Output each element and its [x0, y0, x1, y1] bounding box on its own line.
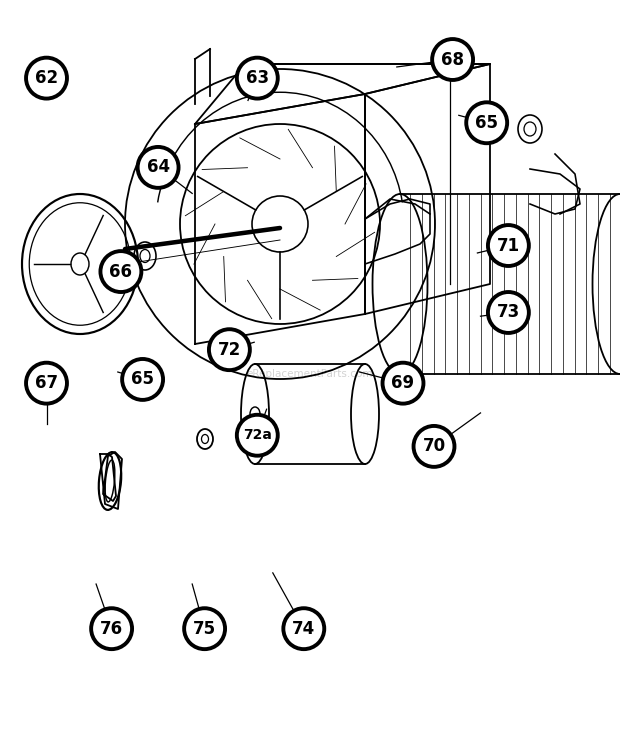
Circle shape — [209, 329, 250, 370]
Text: 63: 63 — [246, 69, 269, 87]
Circle shape — [122, 359, 163, 400]
Text: 65: 65 — [131, 371, 154, 388]
Circle shape — [488, 225, 529, 266]
Text: 72a: 72a — [243, 429, 272, 442]
Circle shape — [26, 57, 67, 98]
Text: 74: 74 — [292, 620, 316, 638]
Circle shape — [432, 39, 473, 80]
Ellipse shape — [71, 253, 89, 275]
Circle shape — [237, 415, 278, 455]
Circle shape — [26, 363, 67, 403]
Text: 67: 67 — [35, 374, 58, 392]
Circle shape — [283, 609, 324, 649]
Text: 64: 64 — [146, 158, 170, 176]
Text: 76: 76 — [100, 620, 123, 638]
Circle shape — [138, 147, 179, 187]
Text: eReplacementParts.com: eReplacementParts.com — [247, 369, 373, 379]
Text: 69: 69 — [391, 374, 415, 392]
Circle shape — [91, 609, 132, 649]
Circle shape — [466, 102, 507, 143]
Circle shape — [100, 251, 141, 292]
Text: 62: 62 — [35, 69, 58, 87]
Circle shape — [184, 609, 225, 649]
Text: 65: 65 — [475, 114, 498, 132]
Text: 70: 70 — [422, 437, 446, 455]
Circle shape — [237, 57, 278, 98]
Text: 66: 66 — [109, 263, 133, 280]
Circle shape — [383, 363, 423, 403]
Text: 72: 72 — [218, 341, 241, 359]
Text: 73: 73 — [497, 304, 520, 321]
Text: 71: 71 — [497, 237, 520, 254]
Text: 68: 68 — [441, 51, 464, 68]
Text: 75: 75 — [193, 620, 216, 638]
Circle shape — [488, 292, 529, 333]
Circle shape — [414, 426, 454, 467]
